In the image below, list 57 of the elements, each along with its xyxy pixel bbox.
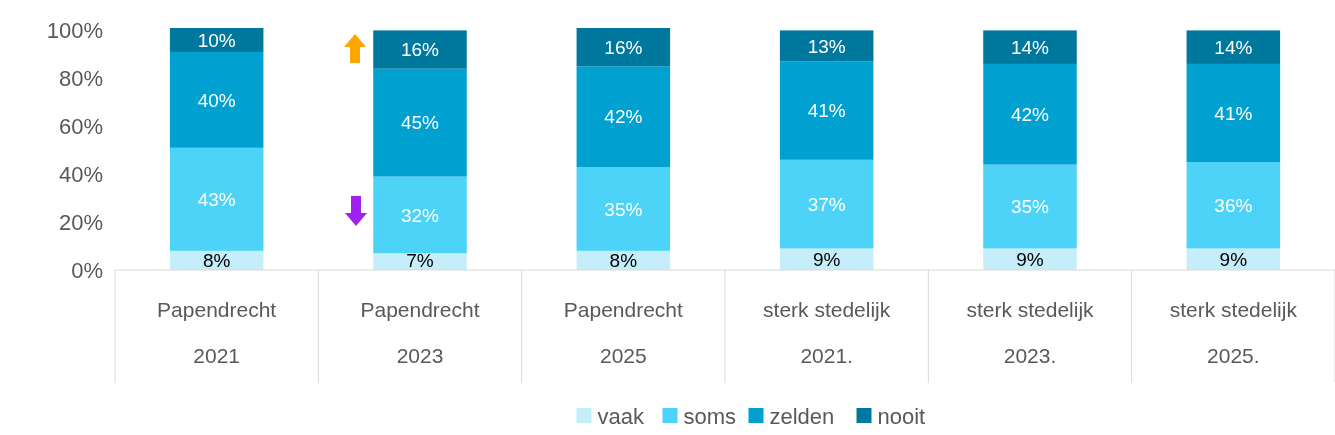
data-label: 14% <box>1010 36 1050 58</box>
data-label: 10% <box>197 29 236 51</box>
data-label: 16% <box>400 39 440 61</box>
bar <box>373 30 467 69</box>
bar <box>169 51 264 148</box>
data-label: 8% <box>202 250 231 271</box>
bar <box>373 176 467 254</box>
data-label: 9% <box>1016 248 1044 270</box>
data-label: 40% <box>197 89 236 111</box>
y-tick-label: 40% <box>58 161 103 187</box>
bar <box>779 159 874 249</box>
bar <box>779 30 874 62</box>
y-tick-label: 80% <box>58 66 103 92</box>
data-label: 9% <box>812 248 841 270</box>
data-label: 41% <box>807 100 846 122</box>
data-label: 8% <box>609 250 638 271</box>
legend-label: nooit <box>877 403 926 429</box>
data-label: 36% <box>1214 194 1253 216</box>
data-label: 13% <box>807 35 846 57</box>
x-tick-label: Papendrecht 2025 <box>563 298 684 368</box>
bar <box>983 164 1077 249</box>
data-label: 7% <box>406 250 434 271</box>
data-label: 16% <box>604 36 643 58</box>
bar <box>1186 162 1281 249</box>
data-label: 9% <box>1219 248 1248 270</box>
legend-label: zelden <box>769 403 835 429</box>
legend-label: vaak <box>597 403 645 429</box>
data-label: 35% <box>604 198 643 220</box>
y-tick-label: 60% <box>58 113 103 139</box>
y-tick-label: 20% <box>58 209 103 235</box>
data-label: 14% <box>1214 36 1253 58</box>
data-label: 45% <box>400 112 440 134</box>
x-tick-label: Papendrecht 2023 <box>360 298 480 368</box>
data-label: 41% <box>1214 102 1253 124</box>
bar <box>983 63 1077 165</box>
x-tick-label: sterk stedelijk 2023. <box>966 298 1095 368</box>
x-tick-label: Papendrecht 2021 <box>157 298 277 368</box>
bar <box>1186 30 1281 64</box>
bar <box>779 61 874 160</box>
x-tick-label: sterk stedelijk 2025. <box>1169 298 1298 368</box>
data-label: 35% <box>1010 196 1050 218</box>
data-label: 43% <box>197 188 236 210</box>
bar <box>373 68 467 177</box>
legend-label: soms <box>683 403 737 429</box>
bar <box>169 147 264 251</box>
bar <box>1186 63 1281 163</box>
bar <box>576 166 671 251</box>
bar <box>983 30 1077 64</box>
data-label: 37% <box>807 193 846 215</box>
y-tick-label: 0% <box>71 257 103 283</box>
bar <box>576 66 671 167</box>
data-label: 42% <box>604 106 643 128</box>
y-tick-label: 100% <box>46 18 103 44</box>
bar <box>576 28 671 67</box>
data-label: 42% <box>1010 103 1050 125</box>
x-tick-label: sterk stedelijk 2021. <box>763 298 891 368</box>
data-label: 32% <box>400 204 440 226</box>
